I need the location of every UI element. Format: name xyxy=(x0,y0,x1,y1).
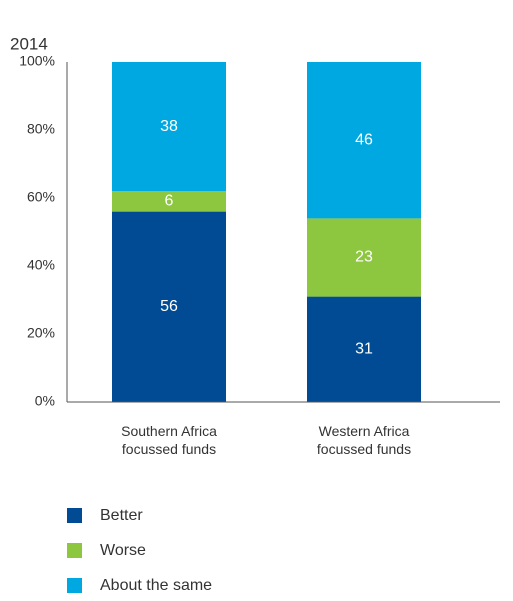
y-tick-label: 60% xyxy=(27,189,55,205)
data-label: 31 xyxy=(355,341,373,358)
data-label: 38 xyxy=(160,118,178,135)
bar-segment xyxy=(112,191,226,212)
y-tick-label: 80% xyxy=(27,121,55,137)
bar-segment xyxy=(112,62,226,192)
bar-segment xyxy=(307,62,421,219)
legend-label: About the same xyxy=(100,577,212,594)
legend-swatch xyxy=(67,508,82,523)
legend-label: Worse xyxy=(100,542,146,559)
legend-swatch xyxy=(67,578,82,593)
data-label: 23 xyxy=(355,249,373,266)
data-label: 56 xyxy=(160,298,178,315)
x-tick-label: Western Africa focussed funds xyxy=(316,423,412,457)
chart-title: 2014 xyxy=(10,34,48,53)
legend-swatch xyxy=(67,543,82,558)
bar-segment xyxy=(307,218,421,297)
bar-segment xyxy=(307,296,421,402)
y-tick-label: 40% xyxy=(27,257,55,273)
y-tick-label: 0% xyxy=(35,393,55,409)
y-tick-label: 100% xyxy=(19,53,55,69)
legend-label: Better xyxy=(100,507,143,524)
y-tick-label: 20% xyxy=(27,325,55,341)
data-label: 6 xyxy=(165,193,174,210)
x-tick-label: Southern Africa focussed funds xyxy=(121,423,217,457)
bar-segment xyxy=(112,211,226,402)
data-label: 46 xyxy=(355,131,373,148)
